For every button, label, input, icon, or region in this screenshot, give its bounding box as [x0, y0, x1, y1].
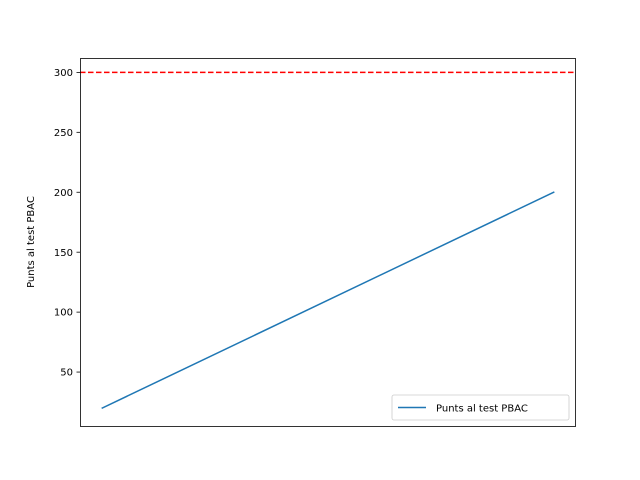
- legend-label: Punts al test PBAC: [436, 404, 528, 415]
- y-tick-label: 50: [60, 368, 73, 379]
- y-axis-title: Punts al test PBAC: [26, 196, 37, 288]
- y-tick-label: 250: [54, 128, 73, 139]
- y-tick-label: 150: [54, 248, 73, 259]
- plot-marks: [80, 71, 576, 410]
- legend-box: [391, 394, 570, 421]
- series-line-0: [101, 191, 555, 410]
- plot-frame: [80, 58, 576, 427]
- y-tick-label: 100: [54, 308, 73, 319]
- y-axis: 50 100 150 200 250 300: [54, 68, 80, 379]
- y-tick-label: 300: [54, 68, 73, 79]
- legend: Punts al test PBAC: [391, 394, 570, 421]
- y-tick-label: 200: [54, 188, 73, 199]
